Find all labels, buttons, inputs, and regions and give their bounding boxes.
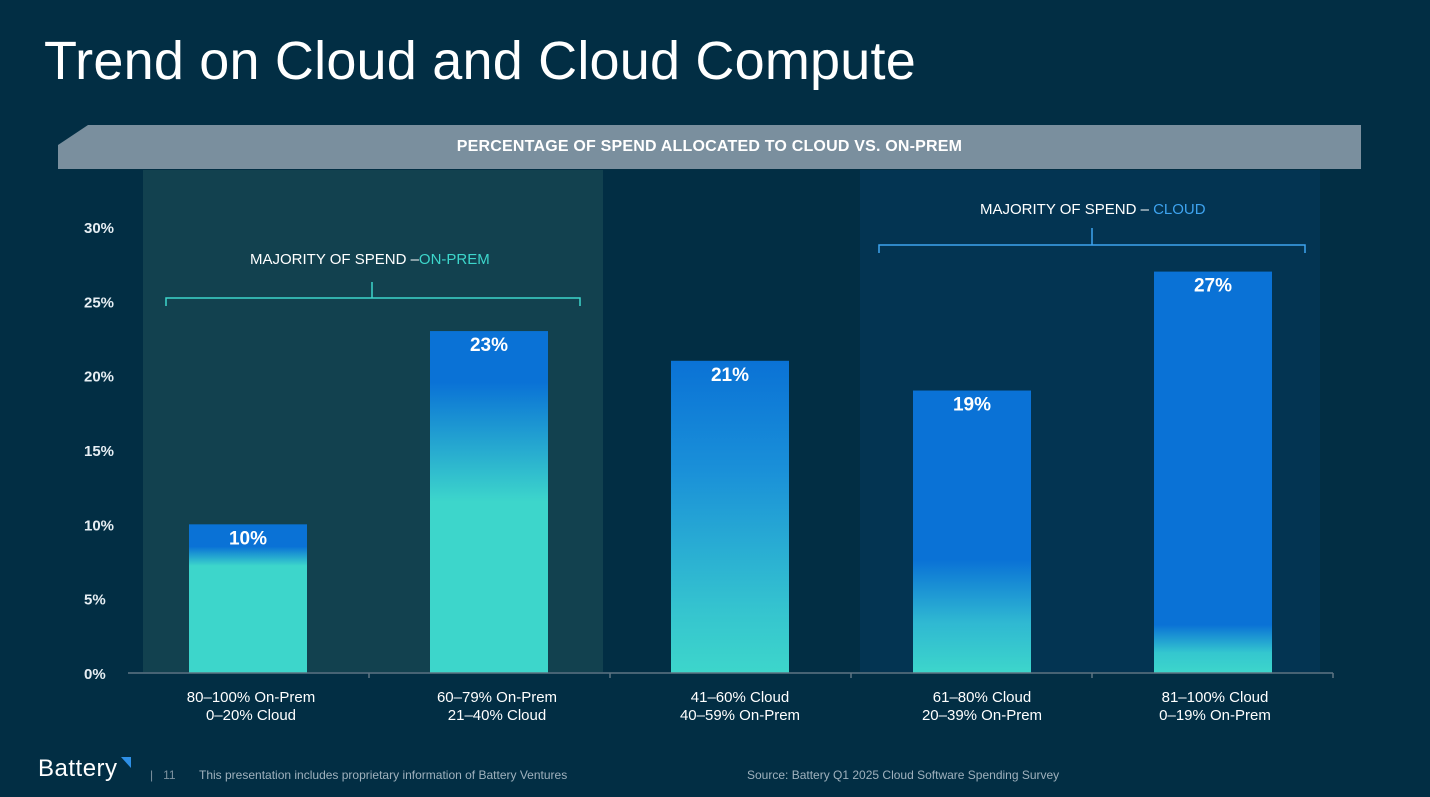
y-tick-label: 10% xyxy=(84,517,114,534)
bar-data-label: 23% xyxy=(470,335,508,356)
cloud-bracket xyxy=(878,228,1306,253)
bars-group: 10% 23% 21% 19% 27% xyxy=(189,271,1272,673)
brand-logo: Battery xyxy=(38,755,118,782)
y-tick-label: 0% xyxy=(84,666,106,683)
bar-data-label: 27% xyxy=(1194,276,1232,297)
brackets-group xyxy=(165,228,1306,306)
x-category-label: 41–60% Cloud 40–59% On-Prem xyxy=(640,689,840,725)
bar xyxy=(1154,271,1272,673)
x-category-label: 81–100% Cloud 0–19% On-Prem xyxy=(1115,689,1315,725)
y-axis: 0% 5% 10% 15% 20% 25% 30% xyxy=(84,220,114,683)
footer-source: Source: Battery Q1 2025 Cloud Software S… xyxy=(747,768,1060,782)
x-category-label: 61–80% Cloud 20–39% On-Prem xyxy=(882,689,1082,725)
onprem-annotation: MAJORITY OF SPEND –ON-PREM xyxy=(250,251,490,268)
page-title: Trend on Cloud and Cloud Compute xyxy=(44,31,916,91)
x-category-label-line: 20–39% On-Prem xyxy=(921,707,1043,724)
x-category-label-line: 80–100% On-Prem xyxy=(186,689,316,706)
x-category-label: 60–79% On-Prem 21–40% Cloud xyxy=(397,689,597,725)
y-tick-label: 30% xyxy=(84,220,114,237)
y-tick-label: 20% xyxy=(84,369,114,386)
y-tick-label: 15% xyxy=(84,443,114,460)
bar xyxy=(430,331,548,673)
bar-data-label: 10% xyxy=(229,528,267,549)
x-category-label-line: 0–20% Cloud xyxy=(205,707,297,724)
y-tick-label: 25% xyxy=(84,294,114,311)
x-category-label-line: 0–19% On-Prem xyxy=(1159,707,1271,724)
bar-data-label: 19% xyxy=(953,395,991,416)
x-category-label-line: 61–80% Cloud xyxy=(932,689,1032,706)
x-category-label-line: 60–79% On-Prem xyxy=(436,689,558,706)
x-axis-ticks xyxy=(368,673,1334,678)
footer-disclaimer: This presentation includes proprietary i… xyxy=(199,768,568,782)
x-category-label: 80–100% On-Prem 0–20% Cloud xyxy=(151,689,351,725)
onprem-annotation-highlight: ON-PREM xyxy=(418,251,490,268)
x-category-label-line: 40–59% On-Prem xyxy=(679,707,801,724)
x-category-label-line: 41–60% Cloud xyxy=(690,689,790,706)
cloud-annotation-highlight: CLOUD xyxy=(1153,201,1206,218)
bar xyxy=(189,524,307,673)
chart-banner: PERCENTAGE OF SPEND ALLOCATED TO CLOUD V… xyxy=(58,125,1361,169)
bar xyxy=(913,390,1031,673)
logo-mark-icon xyxy=(121,757,131,768)
y-tick-label: 5% xyxy=(84,592,106,609)
cloud-annotation: MAJORITY OF SPEND – CLOUD xyxy=(980,201,1206,218)
bar xyxy=(671,360,789,673)
footer-page-number: | 11 xyxy=(150,768,176,782)
chart-banner-label: PERCENTAGE OF SPEND ALLOCATED TO CLOUD V… xyxy=(456,138,963,155)
onprem-annotation-prefix: MAJORITY OF SPEND – xyxy=(250,251,419,268)
page-number: 11 xyxy=(163,768,176,782)
onprem-bracket xyxy=(165,282,581,306)
x-category-label-line: 21–40% Cloud xyxy=(447,707,547,724)
cloud-annotation-prefix: MAJORITY OF SPEND – xyxy=(980,201,1154,218)
x-category-label-line: 81–100% Cloud xyxy=(1161,689,1269,706)
bar-data-label: 21% xyxy=(711,365,749,386)
